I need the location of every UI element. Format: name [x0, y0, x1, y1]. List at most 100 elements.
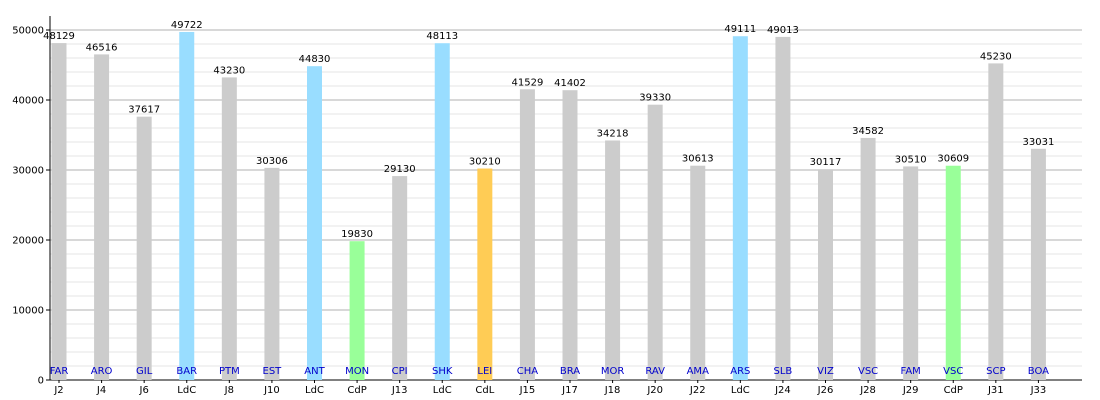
- x-tick-label: J28: [859, 385, 876, 396]
- opponent-label: SLB: [774, 366, 793, 377]
- bar-value-label: 29130: [384, 164, 416, 175]
- opponent-label: BOA: [1028, 366, 1049, 377]
- x-tick-label: J29: [902, 385, 919, 396]
- opponent-label: AMA: [687, 366, 709, 377]
- x-axis-ticks: J2 J4 J6 LdC J8 J10 LdC CdP J13 LdC CdL J15 J17 J18 J2…: [53, 380, 1046, 396]
- bar: [562, 90, 578, 380]
- bar: [136, 116, 152, 380]
- bar-value-label: 46516: [86, 42, 118, 53]
- x-tick-label: CdP: [347, 385, 366, 396]
- x-tick-label: LdC: [433, 385, 452, 396]
- x-tick-label: J24: [774, 385, 791, 396]
- x-tick-label: J10: [263, 385, 280, 396]
- x-tick-label: J26: [817, 385, 834, 396]
- bar: [179, 31, 195, 381]
- y-axis-ticks: 0 10000 20000 30000 40000 50000: [12, 26, 50, 387]
- opponent-label: FAM: [901, 366, 921, 377]
- bar-value-label: 30510: [895, 154, 927, 165]
- x-tick-label: J6: [139, 385, 149, 396]
- bar-value-label: 41402: [554, 78, 586, 89]
- opponent-label: BRA: [560, 366, 580, 377]
- bar: [477, 168, 493, 380]
- opponent-label: ARS: [730, 366, 750, 377]
- bar: [690, 165, 706, 380]
- bar-value-label: 39330: [639, 93, 671, 104]
- bar: [519, 89, 535, 380]
- opponent-label: SHK: [432, 366, 453, 377]
- x-tick-label: J33: [1030, 385, 1047, 396]
- bar-value-label: 48113: [426, 31, 458, 42]
- y-tick-label: 0: [38, 376, 44, 387]
- y-tick-label: 30000: [12, 166, 44, 177]
- opponent-label: VSC: [943, 366, 963, 377]
- opponent-label: FAR: [50, 366, 69, 377]
- bar: [818, 169, 833, 380]
- x-tick-label: J17: [561, 385, 578, 396]
- bar: [775, 36, 791, 381]
- opponent-label: EST: [263, 366, 283, 377]
- opponent-label: CPI: [392, 366, 408, 377]
- x-tick-label: LdC: [305, 385, 324, 396]
- bar: [264, 167, 280, 380]
- bar-value-label: 43230: [213, 65, 245, 76]
- bar-value-label: 30609: [937, 154, 969, 165]
- bar-value-label: 49722: [171, 20, 203, 31]
- bars: [51, 31, 1046, 381]
- bar: [732, 36, 748, 381]
- bar-value-label: 30306: [256, 156, 288, 167]
- bar: [307, 66, 322, 380]
- opponent-label: VIZ: [817, 366, 834, 377]
- x-tick-label: J31: [987, 385, 1004, 396]
- opponent-label: PTM: [219, 366, 240, 377]
- bar: [988, 63, 1004, 380]
- y-tick-label: 40000: [12, 96, 44, 107]
- bar: [349, 241, 365, 380]
- bar: [647, 104, 663, 380]
- y-tick-label: 50000: [12, 26, 44, 37]
- opponent-label: GIL: [136, 366, 153, 377]
- opponent-label: ANT: [304, 366, 325, 377]
- opponent-label: CHA: [517, 366, 539, 377]
- bar-value-label: 30613: [682, 154, 714, 165]
- bar: [94, 54, 110, 380]
- x-tick-label: J15: [519, 385, 536, 396]
- y-tick-label: 10000: [12, 306, 44, 317]
- bar: [221, 77, 237, 380]
- bar-value-label: 34218: [597, 128, 629, 139]
- bar-value-label: 45230: [980, 51, 1012, 62]
- opponent-label: VSC: [858, 366, 878, 377]
- bar-value-label: 48129: [43, 31, 75, 42]
- bar: [392, 176, 408, 380]
- x-tick-label: J8: [224, 385, 234, 396]
- x-tick-label: CdL: [475, 385, 494, 396]
- x-tick-label: LdC: [731, 385, 750, 396]
- bar-value-label: 33031: [1023, 137, 1055, 148]
- opponent-label: BAR: [176, 366, 197, 377]
- opponent-label: MOR: [601, 366, 624, 377]
- bar: [434, 43, 450, 381]
- bar: [1030, 148, 1046, 380]
- bar-value-label: 49013: [767, 25, 799, 36]
- bar-value-label: 19830: [341, 229, 373, 240]
- opponent-label: ARO: [91, 366, 113, 377]
- opponent-labels: FAR ARO GIL BAR PTM EST ANT MON CPI SHK LEI CHA BRA M…: [50, 366, 1049, 377]
- x-tick-label: LdC: [177, 385, 196, 396]
- y-tick-label: 20000: [12, 236, 44, 247]
- bar-value-label: 41529: [512, 77, 544, 88]
- x-tick-label: J18: [604, 385, 621, 396]
- x-tick-label: J2: [53, 385, 63, 396]
- bar-value-label: 44830: [299, 54, 331, 65]
- bar-value-label: 30117: [810, 157, 842, 168]
- opponent-label: MON: [345, 366, 369, 377]
- bar: [860, 137, 876, 380]
- bar-value-label: 30210: [469, 157, 501, 168]
- opponent-label: RAV: [645, 366, 665, 377]
- value-labels: 48129 46516 37617 49722 43230 30306 44830 19830…: [43, 20, 1054, 240]
- bar: [945, 165, 961, 380]
- bar: [51, 43, 67, 381]
- bar: [605, 140, 621, 380]
- x-tick-label: J4: [96, 385, 106, 396]
- x-tick-label: J13: [391, 385, 408, 396]
- x-tick-label: J20: [646, 385, 663, 396]
